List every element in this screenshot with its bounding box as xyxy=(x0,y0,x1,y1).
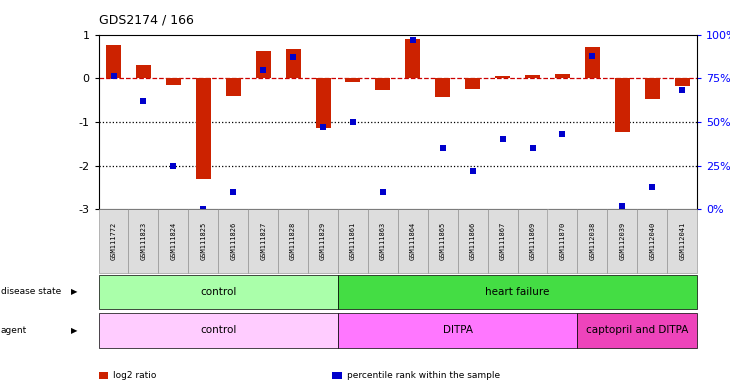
Point xyxy=(197,206,210,212)
Bar xyxy=(196,78,211,179)
Bar xyxy=(166,78,181,85)
Text: ▶: ▶ xyxy=(71,287,77,296)
Text: log2 ratio: log2 ratio xyxy=(113,371,156,381)
Bar xyxy=(555,74,570,78)
Point xyxy=(526,145,538,151)
Text: GSM111869: GSM111869 xyxy=(529,222,536,260)
Bar xyxy=(136,65,151,78)
Point xyxy=(646,184,658,190)
Text: GSM111772: GSM111772 xyxy=(110,222,117,260)
Text: ▶: ▶ xyxy=(71,326,77,335)
Bar xyxy=(255,51,271,78)
Text: GSM112038: GSM112038 xyxy=(589,222,596,260)
Point xyxy=(317,124,328,130)
Point xyxy=(587,53,599,59)
Bar xyxy=(675,78,690,86)
Text: GSM111827: GSM111827 xyxy=(260,222,266,260)
Bar xyxy=(285,48,301,78)
Text: heart failure: heart failure xyxy=(485,287,550,297)
Point xyxy=(496,136,508,142)
Bar xyxy=(345,78,361,82)
Bar xyxy=(226,78,241,96)
Bar xyxy=(106,45,121,78)
Text: agent: agent xyxy=(1,326,27,335)
Point xyxy=(228,189,239,195)
Point xyxy=(108,73,120,79)
Text: GSM111829: GSM111829 xyxy=(320,222,326,260)
Point xyxy=(377,189,388,195)
Bar xyxy=(525,75,540,78)
Point xyxy=(467,168,479,174)
Text: GSM111870: GSM111870 xyxy=(559,222,566,260)
Bar xyxy=(645,78,660,99)
Text: GSM111863: GSM111863 xyxy=(380,222,386,260)
Point xyxy=(288,54,299,60)
Text: GSM111825: GSM111825 xyxy=(200,222,207,260)
Text: GSM111866: GSM111866 xyxy=(469,222,476,260)
Bar xyxy=(405,39,420,78)
Text: GSM111867: GSM111867 xyxy=(499,222,506,260)
Bar xyxy=(495,76,510,78)
Bar xyxy=(315,78,331,129)
Text: GSM111824: GSM111824 xyxy=(170,222,177,260)
Text: captopril and DITPA: captopril and DITPA xyxy=(586,325,688,335)
Text: percentile rank within the sample: percentile rank within the sample xyxy=(347,371,500,381)
Bar xyxy=(615,78,630,132)
Point xyxy=(676,88,688,94)
Text: control: control xyxy=(200,287,237,297)
Text: GSM111823: GSM111823 xyxy=(140,222,147,260)
Text: GDS2174 / 166: GDS2174 / 166 xyxy=(99,13,193,26)
Text: GSM111828: GSM111828 xyxy=(290,222,296,260)
Text: disease state: disease state xyxy=(1,287,61,296)
Bar xyxy=(435,78,450,97)
Point xyxy=(138,98,150,104)
Text: GSM111865: GSM111865 xyxy=(439,222,446,260)
Point xyxy=(556,131,568,137)
Text: GSM111864: GSM111864 xyxy=(410,222,416,260)
Bar xyxy=(465,78,480,89)
Text: GSM112041: GSM112041 xyxy=(679,222,685,260)
Point xyxy=(347,119,359,125)
Point xyxy=(257,66,269,73)
Bar xyxy=(375,78,391,91)
Text: GSM111826: GSM111826 xyxy=(230,222,237,260)
Text: GSM112040: GSM112040 xyxy=(649,222,656,260)
Text: GSM111861: GSM111861 xyxy=(350,222,356,260)
Text: DITPA: DITPA xyxy=(442,325,473,335)
Point xyxy=(407,37,418,43)
Point xyxy=(167,162,180,169)
Text: GSM112039: GSM112039 xyxy=(619,222,626,260)
Point xyxy=(616,203,628,209)
Text: control: control xyxy=(200,325,237,335)
Point xyxy=(437,145,448,151)
Bar xyxy=(585,47,600,78)
